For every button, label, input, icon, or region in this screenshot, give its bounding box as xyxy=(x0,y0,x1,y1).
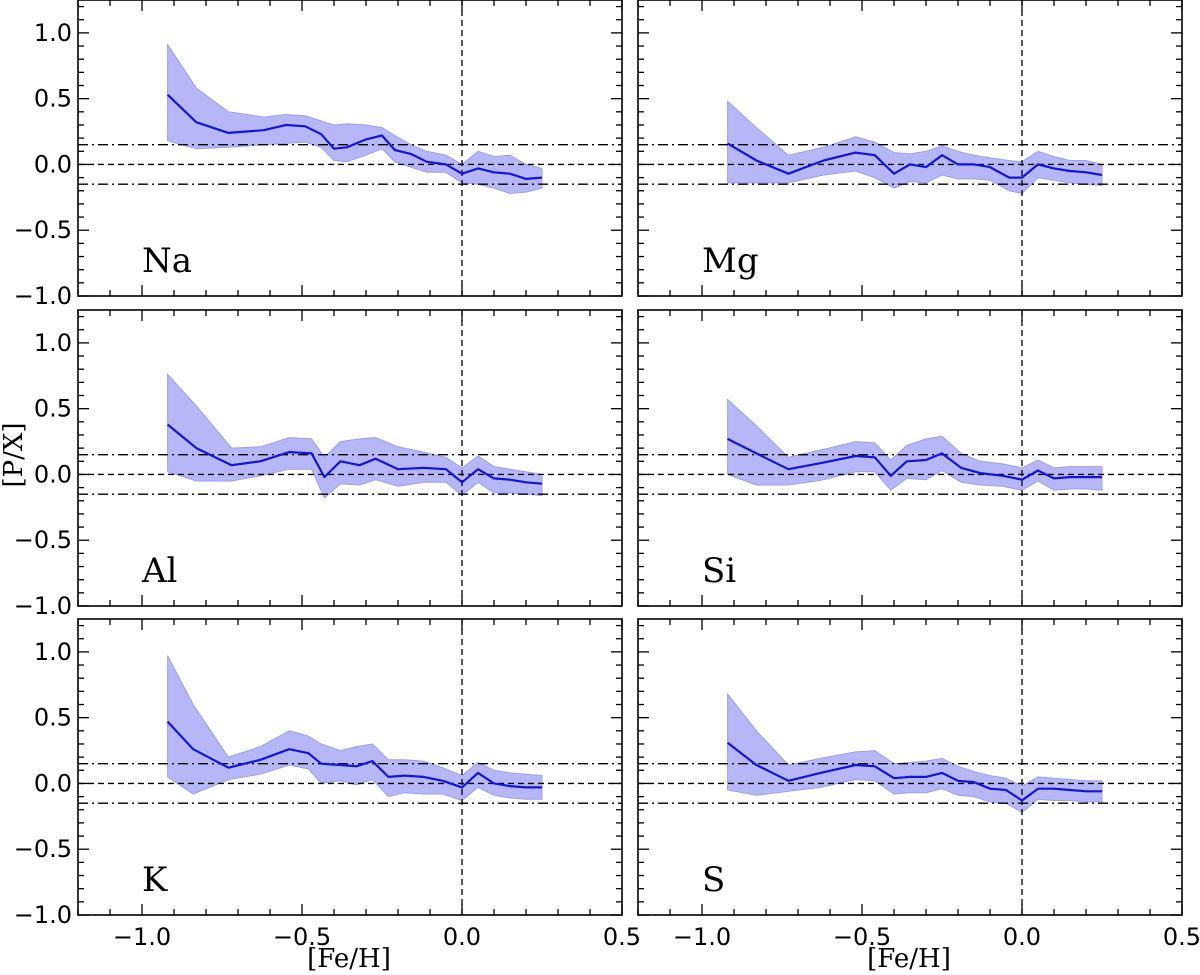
y-tick-label: −1.0 xyxy=(14,901,72,929)
y-tick-label: 1.0 xyxy=(34,329,72,357)
element-label: K xyxy=(142,860,168,900)
y-tick-label: 0.5 xyxy=(34,85,72,113)
panel-frame xyxy=(77,618,623,916)
y-tick-label: 0.0 xyxy=(34,769,72,797)
trend-line xyxy=(166,423,543,485)
y-tick-label: −0.5 xyxy=(14,526,72,554)
scatter-band xyxy=(727,398,1103,491)
panel-k: 1.0 0.5 0.0 −0.5 −1.0 −1.0 −0.5 0.0 0.5 K xyxy=(14,618,641,951)
x-axis-label-left: [Fe/H] xyxy=(307,944,391,974)
plot-area xyxy=(78,310,622,606)
panel-frame xyxy=(637,618,1183,916)
scatter-band xyxy=(727,692,1103,814)
panel-frame xyxy=(637,309,1183,607)
y-tick-label: 0.5 xyxy=(34,395,72,423)
panel-si: Si xyxy=(637,309,1183,607)
y-tick-label: −0.5 xyxy=(14,835,72,863)
trend-line xyxy=(727,437,1102,481)
panel-frame xyxy=(77,0,623,297)
x-tick-label: −1.0 xyxy=(673,923,731,951)
plot-area xyxy=(638,619,1182,915)
y-tick-label: −1.0 xyxy=(14,592,72,620)
panels-grid: 1.0 0.5 0.0 −0.5 −1.0 Na Mg 1.0 0.5 0.0 −0.5 −1.0 Al… xyxy=(14,0,1200,951)
trend-line xyxy=(166,720,542,789)
scatter-band xyxy=(727,100,1103,194)
y-tick-label: 0.5 xyxy=(34,704,72,732)
x-tick-label: 0.5 xyxy=(603,923,641,951)
plot-area xyxy=(638,0,1182,296)
element-label: S xyxy=(702,860,725,900)
plot-area xyxy=(78,0,622,296)
y-tick-label: −0.5 xyxy=(14,216,72,244)
trend-line xyxy=(726,741,1102,802)
scatter-band xyxy=(167,43,543,194)
panel-frame xyxy=(637,0,1183,297)
x-tick-label: 0.0 xyxy=(443,923,481,951)
panel-s: −1.0 −0.5 0.0 0.5 S xyxy=(637,618,1200,951)
y-tick-label: −1.0 xyxy=(14,282,72,310)
x-tick-label: 0.5 xyxy=(1163,923,1200,951)
element-label: Mg xyxy=(702,241,759,281)
y-axis-label: [P/X] xyxy=(0,422,29,487)
ticks xyxy=(77,310,623,607)
ticks xyxy=(77,619,623,916)
x-tick-label: 0.0 xyxy=(1003,923,1041,951)
element-label: Al xyxy=(141,551,177,591)
scatter-band xyxy=(167,373,543,499)
x-axis-label-right: [Fe/H] xyxy=(867,944,951,974)
x-tick-label: −0.5 xyxy=(833,923,891,951)
y-tick-label: 1.0 xyxy=(34,19,72,47)
x-tick-label: −0.5 xyxy=(273,923,331,951)
trend-line xyxy=(166,93,543,180)
panel-na: 1.0 0.5 0.0 −0.5 −1.0 Na xyxy=(14,0,623,310)
ticks xyxy=(77,0,623,297)
y-tick-label: 0.0 xyxy=(34,150,72,178)
y-tick-label: 1.0 xyxy=(34,638,72,666)
element-label: Si xyxy=(702,551,736,591)
plot-area xyxy=(78,619,622,915)
element-label: Na xyxy=(142,241,192,281)
y-tick-label: 0.0 xyxy=(34,460,72,488)
x-tick-label: −1.0 xyxy=(113,923,171,951)
trend-line xyxy=(727,142,1103,179)
plot-area xyxy=(638,310,1182,606)
panel-mg: Mg xyxy=(637,0,1183,297)
ticks xyxy=(637,619,1183,916)
panel-al: 1.0 0.5 0.0 −0.5 −1.0 Al xyxy=(14,309,623,620)
panel-frame xyxy=(77,309,623,607)
ticks xyxy=(637,310,1183,607)
ticks xyxy=(637,0,1183,297)
